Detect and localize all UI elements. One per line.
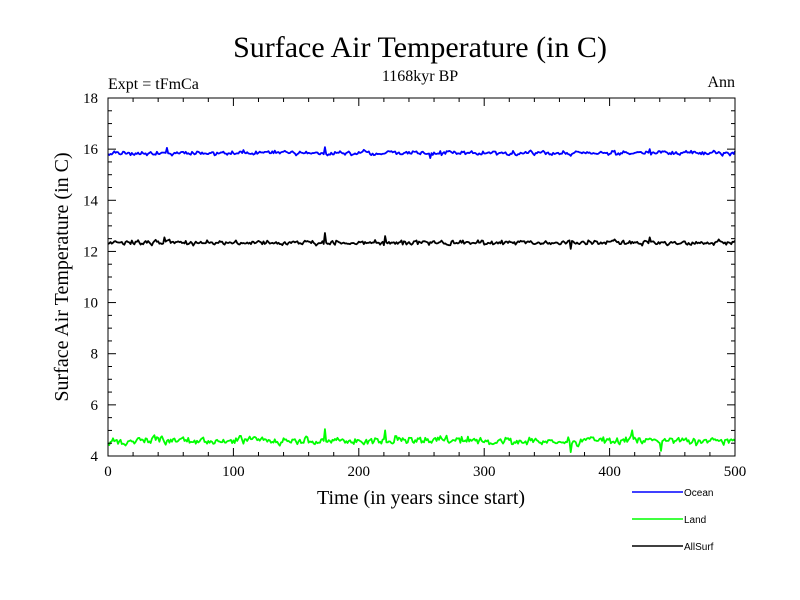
x-tick-label: 100 [222, 464, 245, 480]
x-tick-label: 200 [348, 464, 371, 480]
x-tick-label: 300 [473, 464, 496, 480]
season-label: Ann [707, 74, 735, 91]
y-tick-label: 4 [91, 449, 99, 465]
ticks-layer: 0 100 200 300 400 500 4 6 8 10 12 14 16 18 [83, 91, 746, 480]
x-tick-label: 400 [598, 464, 621, 480]
chart-title: Surface Air Temperature (in C) [233, 31, 607, 64]
y-tick-label: 14 [83, 193, 99, 209]
y-tick-label: 8 [91, 347, 99, 363]
legend-label-land: Land [684, 515, 706, 526]
y-tick-label: 16 [83, 142, 99, 158]
experiment-label: Expt = tFmCa [108, 76, 199, 93]
legend-label-ocean: Ocean [684, 488, 713, 499]
series-line-allsurf [107, 232, 736, 250]
y-tick-label: 12 [83, 244, 98, 260]
y-tick-label: 6 [91, 398, 99, 414]
x-tick-label: 500 [724, 464, 747, 480]
series-line-ocean [107, 146, 736, 159]
series-line-land [107, 428, 736, 454]
y-tick-label: 18 [83, 91, 98, 107]
legend: Ocean Land AllSurf [632, 488, 714, 553]
y-tick-label: 10 [83, 296, 98, 312]
chart-subtitle: 1168kyr BP [382, 68, 458, 85]
x-axis-label: Time (in years since start) [317, 487, 525, 509]
series-layer [107, 146, 736, 454]
y-axis-label: Surface Air Temperature (in C) [51, 152, 73, 401]
x-tick-label: 0 [104, 464, 112, 480]
legend-label-allsurf: AllSurf [684, 542, 714, 553]
